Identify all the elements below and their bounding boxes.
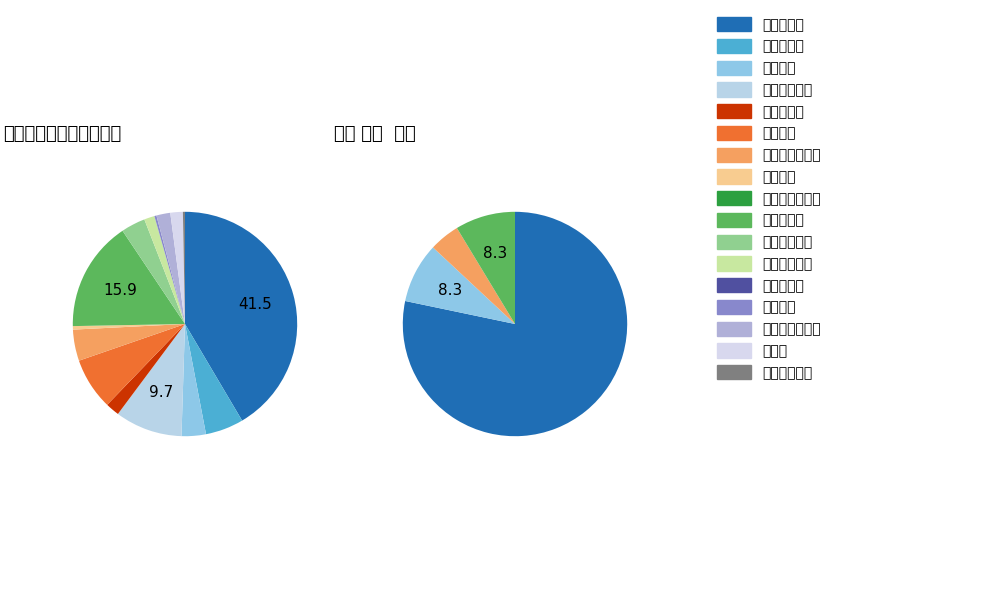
Wedge shape (170, 212, 185, 324)
Wedge shape (405, 247, 515, 324)
Wedge shape (154, 215, 185, 324)
Wedge shape (144, 216, 185, 324)
Text: 内川 聖一  選手: 内川 聖一 選手 (334, 125, 415, 143)
Wedge shape (73, 231, 185, 326)
Text: セ・リーグ全プレイヤー: セ・リーグ全プレイヤー (3, 125, 122, 143)
Wedge shape (73, 324, 185, 329)
Text: 8.3: 8.3 (483, 246, 508, 261)
Wedge shape (457, 212, 515, 324)
Text: 15.9: 15.9 (103, 283, 137, 298)
Legend: ストレート, ツーシーム, シュート, カットボール, スプリット, フォーク, チェンジアップ, シンカー, 高速スライダー, スライダー, 縦スライダー, : ストレート, ツーシーム, シュート, カットボール, スプリット, フォーク,… (713, 13, 825, 384)
Wedge shape (107, 324, 185, 414)
Wedge shape (181, 324, 206, 436)
Wedge shape (433, 228, 515, 324)
Wedge shape (73, 324, 185, 361)
Wedge shape (123, 220, 185, 324)
Text: 41.5: 41.5 (238, 297, 272, 312)
Wedge shape (79, 324, 185, 405)
Wedge shape (156, 213, 185, 324)
Wedge shape (185, 324, 242, 434)
Wedge shape (185, 212, 297, 421)
Wedge shape (118, 324, 185, 436)
Wedge shape (403, 212, 627, 436)
Text: 8.3: 8.3 (438, 283, 462, 298)
Text: 9.7: 9.7 (149, 385, 173, 400)
Wedge shape (183, 212, 185, 324)
